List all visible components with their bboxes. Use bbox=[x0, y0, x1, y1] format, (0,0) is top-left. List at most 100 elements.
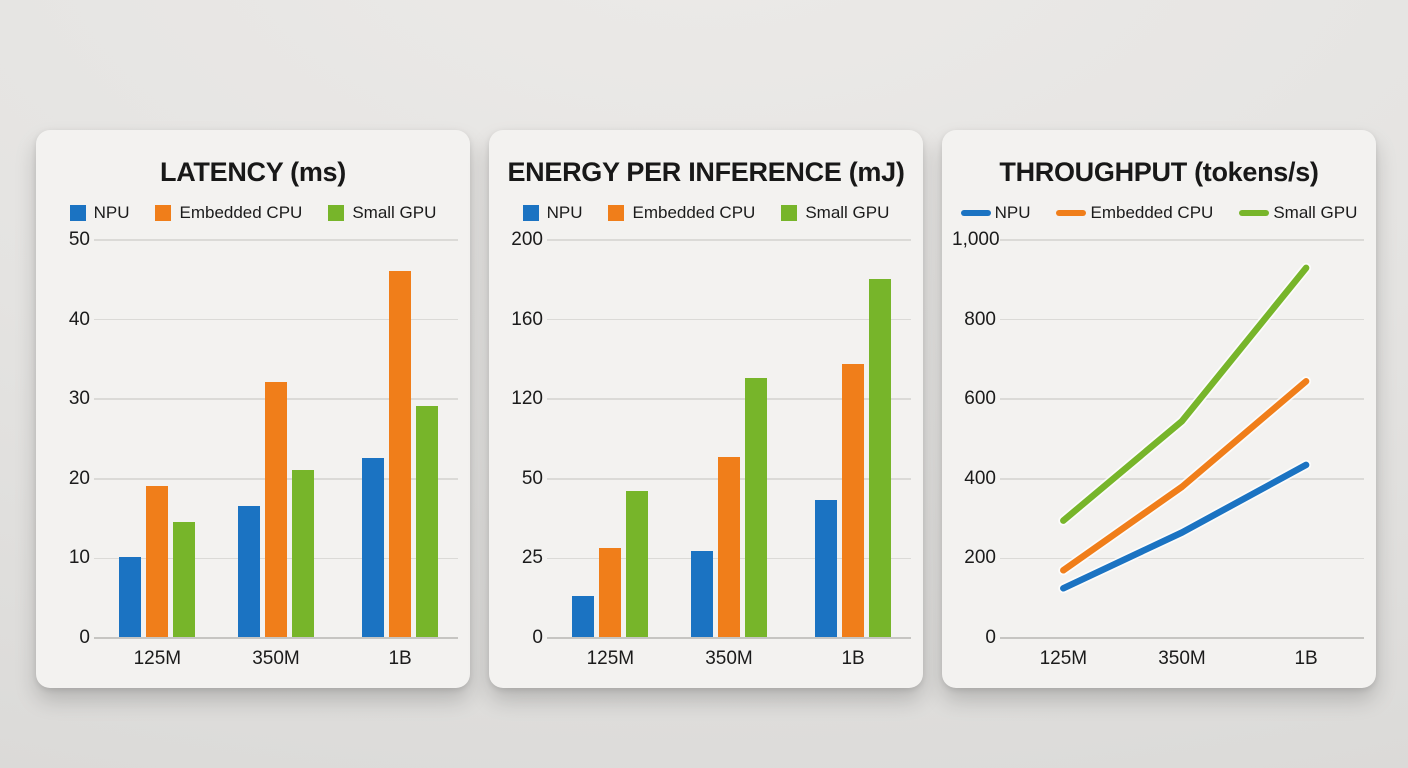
throughput-grid: 125M 350M 1B bbox=[1000, 239, 1364, 669]
legend-label-small-gpu: Small GPU bbox=[1273, 203, 1358, 222]
gridline bbox=[1000, 398, 1364, 400]
legend-label-small-gpu: Small GPU bbox=[352, 203, 437, 222]
bar-small-gpu-1b bbox=[869, 278, 892, 637]
line-small-gpu bbox=[1060, 264, 1310, 524]
small-gpu-line-swatch-icon bbox=[1239, 210, 1270, 216]
y-tick-label: 1,000 bbox=[952, 229, 1000, 250]
bar-embedded-cpu-125m bbox=[599, 547, 622, 637]
bar-embedded-cpu-1b bbox=[842, 364, 865, 637]
bar-npu-1b bbox=[362, 457, 385, 637]
energy-chart-title: ENERGY PER INFERENCE (mJ) bbox=[507, 157, 905, 187]
gridline bbox=[547, 239, 911, 241]
bar-npu-350m bbox=[691, 551, 713, 637]
legend-item-embedded-cpu: Embedded CPU bbox=[155, 203, 302, 223]
y-tick-label: 25 bbox=[521, 547, 543, 569]
bar-npu-125m bbox=[572, 595, 595, 637]
bar-small-gpu-1b bbox=[416, 406, 439, 637]
bar-embedded-cpu-350m bbox=[718, 457, 740, 637]
y-tick-label: 40 bbox=[68, 308, 90, 330]
embedded-cpu-swatch-icon bbox=[155, 205, 172, 221]
small-gpu-swatch-icon bbox=[781, 205, 798, 221]
legend-item-npu: NPU bbox=[69, 203, 130, 223]
gridline bbox=[1000, 557, 1364, 560]
y-tick-label: 0 bbox=[79, 627, 90, 648]
x-axis-baseline bbox=[1000, 637, 1364, 639]
y-tick-label: 20 bbox=[68, 467, 90, 489]
legend-label-npu: NPU bbox=[994, 203, 1031, 222]
gridline bbox=[94, 239, 458, 241]
gridline bbox=[1000, 318, 1364, 321]
x-tick-label: 350M bbox=[1158, 648, 1206, 669]
legend-item-npu: NPU bbox=[960, 203, 1031, 223]
x-tick-label: 125M bbox=[586, 648, 635, 669]
gridline bbox=[547, 318, 911, 321]
legend-item-npu: NPU bbox=[522, 203, 583, 223]
bar-embedded-cpu-350m bbox=[265, 382, 287, 637]
bar-small-gpu-125m bbox=[626, 490, 649, 637]
legend-label-embedded-cpu: Embedded CPU bbox=[179, 203, 303, 222]
y-tick-label: 400 bbox=[964, 467, 996, 489]
legend-item-small-gpu: Small GPU bbox=[1239, 203, 1357, 223]
x-tick-label: 125M bbox=[1039, 648, 1088, 669]
y-tick-label: 0 bbox=[532, 627, 543, 648]
x-tick-label: 1B bbox=[1294, 648, 1318, 669]
legend-label-npu: NPU bbox=[93, 203, 130, 222]
latency-grid: 125M 350M 1B bbox=[94, 239, 458, 669]
legend-item-embedded-cpu: Embedded CPU bbox=[1056, 203, 1213, 223]
throughput-plot-area: 125M 350M 1B 0 200 400 600 800 1,000 bbox=[952, 229, 1364, 669]
y-tick-label: 0 bbox=[985, 627, 996, 648]
x-tick-label: 1B bbox=[841, 648, 865, 669]
energy-grid: 125M 350M 1B bbox=[547, 239, 911, 669]
legend-label-small-gpu: Small GPU bbox=[805, 203, 890, 222]
legend-item-small-gpu: Small GPU bbox=[781, 203, 889, 223]
y-tick-label: 800 bbox=[964, 308, 996, 330]
embedded-cpu-line-swatch-icon bbox=[1056, 210, 1087, 216]
legend-label-embedded-cpu: Embedded CPU bbox=[632, 203, 756, 222]
npu-swatch-icon bbox=[522, 205, 539, 221]
gridline bbox=[547, 398, 911, 400]
x-tick-label: 125M bbox=[133, 648, 182, 669]
npu-line-swatch-icon bbox=[960, 210, 991, 216]
legend-item-small-gpu: Small GPU bbox=[328, 203, 436, 223]
x-axis-baseline bbox=[547, 637, 911, 639]
legend-label-embedded-cpu: Embedded CPU bbox=[1090, 203, 1214, 222]
latency-chart-title: LATENCY (ms) bbox=[160, 157, 346, 187]
bar-embedded-cpu-125m bbox=[146, 485, 169, 637]
energy-plot-area: 125M 350M 1B 0 25 50 120 160 200 bbox=[499, 229, 911, 669]
gridline bbox=[94, 318, 458, 321]
latency-plot-area: 125M 350M 1B 0 10 20 30 40 50 bbox=[46, 229, 458, 669]
throughput-chart-title: THROUGHPUT (tokens/s) bbox=[999, 157, 1319, 187]
y-tick-label: 120 bbox=[511, 388, 543, 410]
legend-item-embedded-cpu: Embedded CPU bbox=[608, 203, 755, 223]
x-tick-label: 350M bbox=[705, 648, 753, 669]
small-gpu-swatch-icon bbox=[328, 205, 345, 221]
energy-chart-card: ENERGY PER INFERENCE (mJ) NPU Embedded C… bbox=[489, 130, 923, 688]
bar-npu-1b bbox=[815, 500, 838, 637]
x-tick-label: 1B bbox=[388, 648, 412, 669]
bar-small-gpu-125m bbox=[173, 521, 196, 637]
legend-label-npu: NPU bbox=[546, 203, 583, 222]
embedded-cpu-swatch-icon bbox=[608, 205, 625, 221]
x-tick-label: 350M bbox=[252, 648, 300, 669]
y-tick-label: 50 bbox=[68, 229, 90, 250]
y-tick-label: 30 bbox=[68, 388, 90, 410]
bar-npu-125m bbox=[119, 557, 142, 637]
bar-small-gpu-350m bbox=[745, 378, 767, 637]
latency-legend: NPU Embedded CPU Small GPU bbox=[36, 202, 470, 224]
latency-chart-card: LATENCY (ms) NPU Embedded CPU Small GPU … bbox=[36, 130, 470, 688]
line-embedded-cpu bbox=[1060, 378, 1310, 574]
y-tick-label: 10 bbox=[68, 547, 90, 569]
gridline bbox=[1000, 478, 1364, 480]
y-tick-label: 160 bbox=[511, 308, 543, 330]
line-chart-canvas bbox=[1058, 262, 1312, 594]
y-tick-label: 200 bbox=[964, 547, 996, 569]
y-tick-label: 50 bbox=[521, 467, 543, 489]
energy-legend: NPU Embedded CPU Small GPU bbox=[489, 202, 923, 224]
bar-embedded-cpu-1b bbox=[389, 270, 412, 637]
npu-swatch-icon bbox=[69, 205, 86, 221]
x-axis-baseline bbox=[94, 637, 458, 639]
y-tick-label: 600 bbox=[964, 388, 996, 410]
line-npu bbox=[1060, 461, 1310, 592]
bar-small-gpu-350m bbox=[292, 469, 314, 637]
chart-cards-row: LATENCY (ms) NPU Embedded CPU Small GPU … bbox=[36, 130, 1376, 688]
